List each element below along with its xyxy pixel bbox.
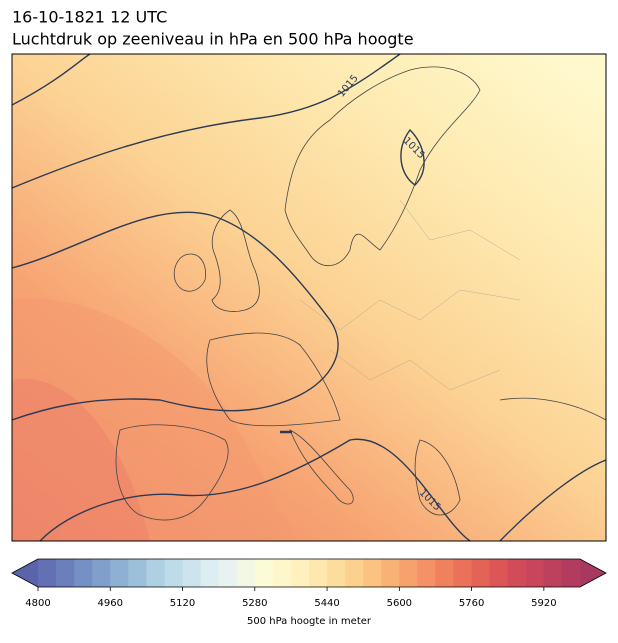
title-line: 16-10-1821 12 UTC	[12, 8, 167, 27]
colorbar-segment	[218, 559, 238, 587]
isobar	[499, 459, 606, 541]
colorbar-segment	[182, 559, 202, 587]
colorbar-segment	[128, 559, 147, 587]
title-line: Luchtdruk op zeeniveau in hPa en 500 hPa…	[12, 30, 414, 49]
colorbar-tick-label: 5440	[314, 598, 339, 609]
colorbar-segment	[290, 559, 310, 587]
colorbar-segment	[489, 559, 509, 587]
colorbar-segment	[453, 559, 473, 587]
colorbar-segment	[272, 559, 292, 587]
colorbar-extend	[580, 559, 606, 587]
colorbar-segment	[309, 559, 328, 587]
isobar	[39, 438, 471, 541]
colorbar-tick-label: 5120	[170, 598, 195, 609]
coastline	[211, 209, 260, 312]
colorbar-segment	[471, 559, 491, 587]
colorbar-segment	[38, 559, 57, 587]
isobar	[400, 128, 425, 186]
isobar	[12, 54, 91, 106]
colorbar-tick-label: 4960	[98, 598, 123, 609]
colorbar-segment	[164, 559, 184, 587]
colorbar-segment	[507, 559, 527, 587]
colorbar-segment	[110, 559, 129, 587]
colorbar-segment	[435, 559, 455, 587]
coastline	[499, 397, 606, 421]
colorbar-segment	[561, 559, 581, 587]
colorbar-tick-label: 4800	[25, 598, 50, 609]
coastline	[206, 332, 341, 427]
map: 1015 1015 1015	[12, 54, 606, 541]
isobar	[12, 211, 339, 421]
colorbar-segment	[254, 559, 274, 587]
coastline	[289, 429, 354, 505]
colorbar-extend	[12, 559, 38, 587]
colorbar-segment	[381, 559, 400, 587]
colorbar-label: 500 hPa hoogte in meter	[247, 616, 372, 627]
colorbar-segment	[146, 559, 165, 587]
colorbar-segment	[56, 559, 75, 587]
colorbar-tick-label: 5920	[531, 598, 556, 609]
coastline	[284, 66, 481, 267]
coastline	[414, 439, 461, 516]
colorbar-segment	[363, 559, 382, 587]
colorbar: 4800 4960 5120 5280 5440 5600 5760 5920	[11, 558, 607, 609]
colorbar-tick-label: 5760	[459, 598, 484, 609]
colorbar-segment	[399, 559, 418, 587]
colorbar-segment	[236, 559, 256, 587]
coastline	[173, 253, 207, 292]
colorbar-tick-label: 5600	[387, 598, 412, 609]
colorbar-segment	[417, 559, 436, 587]
colorbar-segment	[345, 559, 364, 587]
colorbar-segment	[543, 559, 563, 587]
colorbar-segment	[74, 559, 93, 587]
colorbar-outline	[11, 558, 607, 588]
colorbar-tick-label: 5280	[242, 598, 267, 609]
colorbar-segment	[200, 559, 220, 587]
colorbar-segment	[525, 559, 545, 587]
colorbar-segment	[327, 559, 346, 587]
colorbar-segment	[92, 559, 111, 587]
map-frame	[11, 53, 607, 542]
isobar	[12, 54, 401, 189]
